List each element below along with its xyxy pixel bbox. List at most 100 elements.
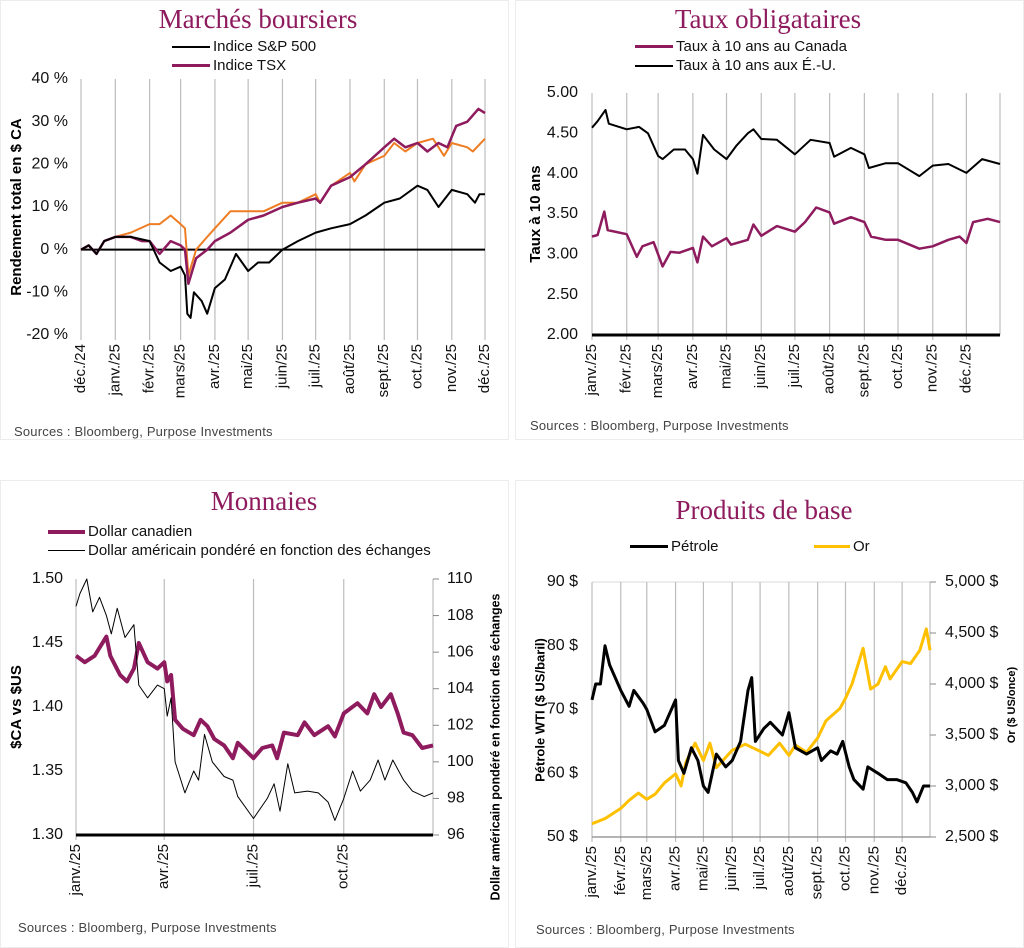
y2-tick-label: 98	[447, 790, 465, 807]
series-line-indice-s-p-500	[80, 184, 485, 319]
y-tick-label: 1.50	[32, 570, 63, 587]
y-tick-label: 4.50	[547, 125, 578, 142]
y-tick-label: 3.00	[547, 246, 578, 263]
series-line-dollar-canadien	[74, 634, 434, 761]
legend-swatch	[172, 45, 210, 48]
y-axis-title: Taux à 10 ans	[527, 165, 544, 262]
x-tick-label: janv./25	[583, 344, 600, 396]
x-tick-label: mars/25	[638, 846, 655, 900]
x-tick-label: janv./25	[583, 846, 600, 898]
y-tick-label: 5.00	[547, 84, 578, 101]
legend-label: Or	[853, 538, 870, 555]
y2-tick-label: 106	[447, 643, 474, 660]
x-tick-label: févr./25	[618, 344, 635, 393]
y2-tick-label: 104	[447, 680, 474, 697]
legend-swatch	[814, 545, 850, 548]
source-note: Sources : Bloomberg, Purpose Investments	[18, 920, 277, 935]
y2-axis-title: Or ($ US/once)	[1006, 666, 1018, 743]
y-tick-label: -10 %	[26, 284, 68, 301]
y2-tick-label: 110	[447, 570, 473, 587]
x-tick-label: juil./25	[244, 844, 261, 888]
x-tick-label: mars/25	[649, 344, 666, 398]
panel-marches-boursiers	[0, 0, 509, 440]
x-tick-label: sept./25	[855, 344, 872, 397]
y2-axis-title: Dollar américain pondéré en fonction des…	[488, 593, 502, 900]
x-tick-label: déc./24	[72, 344, 89, 393]
source-note: Sources : Bloomberg, Purpose Investments	[14, 424, 273, 439]
legend-item-tsx: Indice TSX	[172, 57, 286, 74]
x-tick-label: févr./25	[612, 846, 629, 895]
legend-label: Indice S&P 500	[213, 38, 317, 55]
x-tick-label: déc./25	[476, 344, 493, 393]
x-tick-label: déc./25	[893, 846, 910, 895]
y-tick-label: 80 $	[547, 637, 578, 654]
legend-swatch	[635, 45, 673, 48]
x-tick-label: avr./25	[155, 844, 172, 889]
y-axis-title: $CA vs $US	[8, 665, 25, 749]
x-tick-label: déc./25	[957, 344, 974, 393]
x-tick-label: juin/25	[723, 846, 740, 891]
legend-item-sp500: Indice S&P 500	[172, 38, 316, 55]
y2-tick-label: 4,500 $	[945, 624, 998, 641]
y-tick-label: 2.50	[547, 286, 578, 303]
y2-tick-label: 96	[447, 826, 465, 843]
y-tick-label: 30 %	[32, 113, 68, 130]
x-tick-label: janv./25	[67, 844, 84, 896]
chart-3: janv./25 févr./25 mars/25 avr./25 mai/25 juin…	[532, 573, 1017, 900]
chart-title-monnaies: Monnaies	[210, 486, 318, 516]
legend-swatch	[172, 64, 210, 67]
legend-swatch	[48, 550, 85, 551]
series-line-unnamed-0	[80, 137, 486, 277]
x-tick-label: sept./25	[809, 846, 826, 899]
legend-swatch	[635, 64, 673, 67]
x-tick-label: févr./25	[141, 344, 158, 393]
x-tick-label: janv./25	[106, 344, 123, 396]
legend-label: Taux à 10 ans aux É.-U.	[676, 57, 837, 74]
legend-item-petrole: Pétrole	[630, 538, 719, 555]
chart-title-produits: Produits de base	[675, 495, 853, 525]
x-tick-label: sept./25	[375, 344, 392, 397]
y-tick-label: 1.30	[32, 826, 63, 843]
x-tick-label: juil./25	[786, 344, 803, 388]
x-tick-label: oct./25	[335, 844, 352, 889]
y-tick-label: 60 $	[547, 764, 578, 781]
y-tick-label: 50 $	[547, 828, 578, 845]
y-tick-label: 70 $	[547, 701, 578, 718]
y-tick-label: 10 %	[32, 198, 68, 215]
y2-tick-label: 100	[447, 753, 474, 770]
y2-tick-label: 3,000 $	[945, 777, 998, 794]
x-tick-label: nov./25	[443, 344, 460, 392]
x-tick-label: nov./25	[924, 344, 941, 392]
series-line-taux-10-ans-aux-u-	[591, 108, 1001, 178]
legend-item-cad: Dollar canadien	[48, 523, 192, 540]
legend-item-or: Or	[814, 538, 870, 555]
legend-label: Taux à 10 ans au Canada	[676, 38, 847, 55]
legend-label: Indice TSX	[213, 57, 287, 74]
legend-item-us-10y: Taux à 10 ans aux É.-U.	[635, 57, 836, 74]
chart-0: déc./24 janv./25 févr./25 mars/25 avr./25 mai…	[8, 70, 493, 398]
x-tick-label: juil./25	[307, 344, 324, 388]
legend-label: Dollar canadien	[88, 523, 193, 540]
chart-title-taux: Taux obligataires	[674, 4, 862, 34]
x-tick-label: mars/25	[172, 344, 189, 398]
y-tick-label: -20 %	[26, 326, 68, 343]
x-tick-label: oct./25	[408, 344, 425, 389]
series-line-dollar-am-ricain-pond-r-en-fonction-des-changes	[75, 578, 434, 821]
x-tick-label: juin/25	[752, 344, 769, 389]
x-tick-label: oct./25	[836, 846, 853, 891]
x-tick-label: oct./25	[889, 344, 906, 389]
y-axis-title: Pétrole WTI ($ US/baril)	[532, 638, 547, 782]
series-line-p-trole	[590, 644, 930, 804]
y-tick-label: 2.00	[547, 326, 578, 343]
y2-tick-label: 4,000 $	[945, 675, 998, 692]
x-tick-label: août/25	[821, 344, 838, 394]
y-tick-label: 20 %	[32, 156, 68, 173]
y-tick-label: 1.45	[32, 634, 63, 651]
y2-tick-label: 3,500 $	[945, 726, 998, 743]
y2-tick-label: 102	[447, 717, 474, 734]
y2-tick-label: 108	[447, 607, 474, 624]
source-note: Sources : Bloomberg, Purpose Investments	[530, 418, 789, 433]
x-tick-label: mai/25	[694, 846, 711, 891]
y-axis-title: Rendement total en $ CA	[8, 118, 25, 296]
